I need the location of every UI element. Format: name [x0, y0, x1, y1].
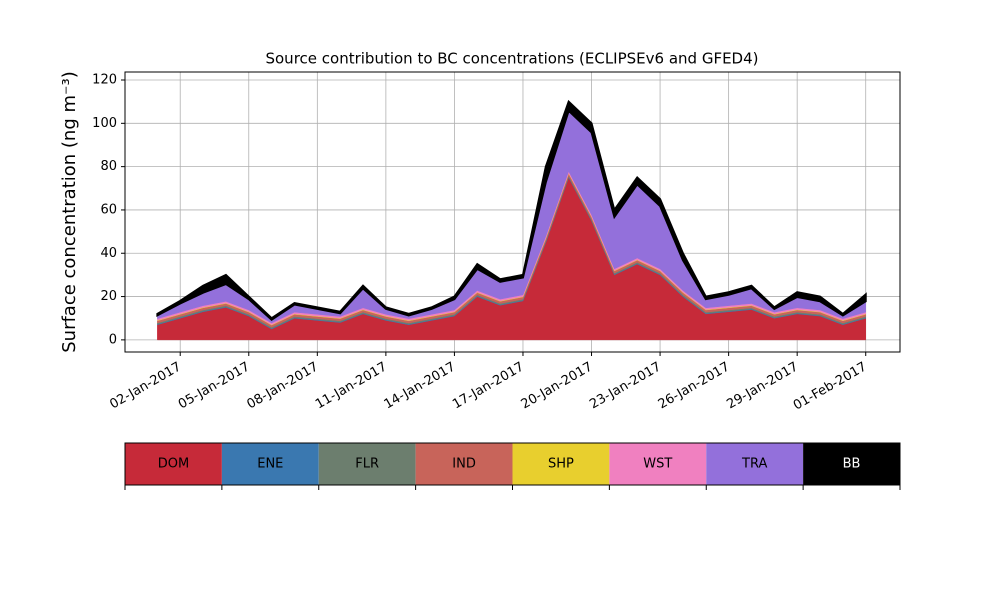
x-tick-label: 29-Jan-2017	[724, 360, 801, 413]
legend-swatch	[609, 443, 707, 485]
x-tick-label: 11-Jan-2017	[313, 360, 390, 413]
legend-label: TRA	[741, 457, 767, 472]
x-tick-label: 05-Jan-2017	[176, 360, 253, 413]
legend-frame	[124, 442, 901, 486]
x-tick-label: 26-Jan-2017	[656, 360, 733, 413]
chart-title: Source contribution to BC concentrations…	[265, 50, 758, 68]
x-tick-label: 17-Jan-2017	[450, 360, 527, 413]
legend-label: DOM	[158, 457, 189, 472]
x-tick-label: 14-Jan-2017	[382, 360, 459, 413]
legend-swatch	[706, 443, 804, 485]
legend-swatch	[803, 443, 900, 485]
legend-label: WST	[643, 457, 672, 472]
x-tick-label: 20-Jan-2017	[519, 360, 596, 413]
legend-swatch	[415, 443, 513, 485]
legend-swatch	[125, 443, 222, 485]
y-tick-label: 40	[100, 246, 117, 261]
y-tick-label: 20	[100, 289, 117, 304]
y-tick-label: 100	[92, 116, 117, 131]
legend-label: IND	[452, 457, 476, 472]
y-tick-label: 0	[109, 332, 117, 347]
legend-swatch	[318, 443, 416, 485]
area-bb	[156, 99, 867, 321]
x-tick-label: 23-Jan-2017	[587, 360, 664, 413]
legend-swatch	[221, 443, 319, 485]
y-tick-label: 80	[100, 159, 117, 174]
y-tick-label: 120	[92, 73, 117, 88]
legend-label: SHP	[548, 457, 574, 472]
x-tick-label: 08-Jan-2017	[244, 360, 321, 413]
legend-label: ENE	[257, 457, 283, 472]
legend-label: BB	[843, 457, 861, 472]
y-axis-label: Surface concentration (ng m⁻³)	[59, 71, 80, 353]
x-tick-label: 02-Jan-2017	[107, 360, 184, 413]
legend-label: FLR	[355, 457, 379, 472]
plot-frame	[124, 71, 901, 353]
area-tra	[157, 110, 866, 324]
x-tick-label: 01-Feb-2017	[791, 360, 870, 414]
y-tick-label: 60	[100, 202, 117, 217]
legend-swatch	[512, 443, 610, 485]
